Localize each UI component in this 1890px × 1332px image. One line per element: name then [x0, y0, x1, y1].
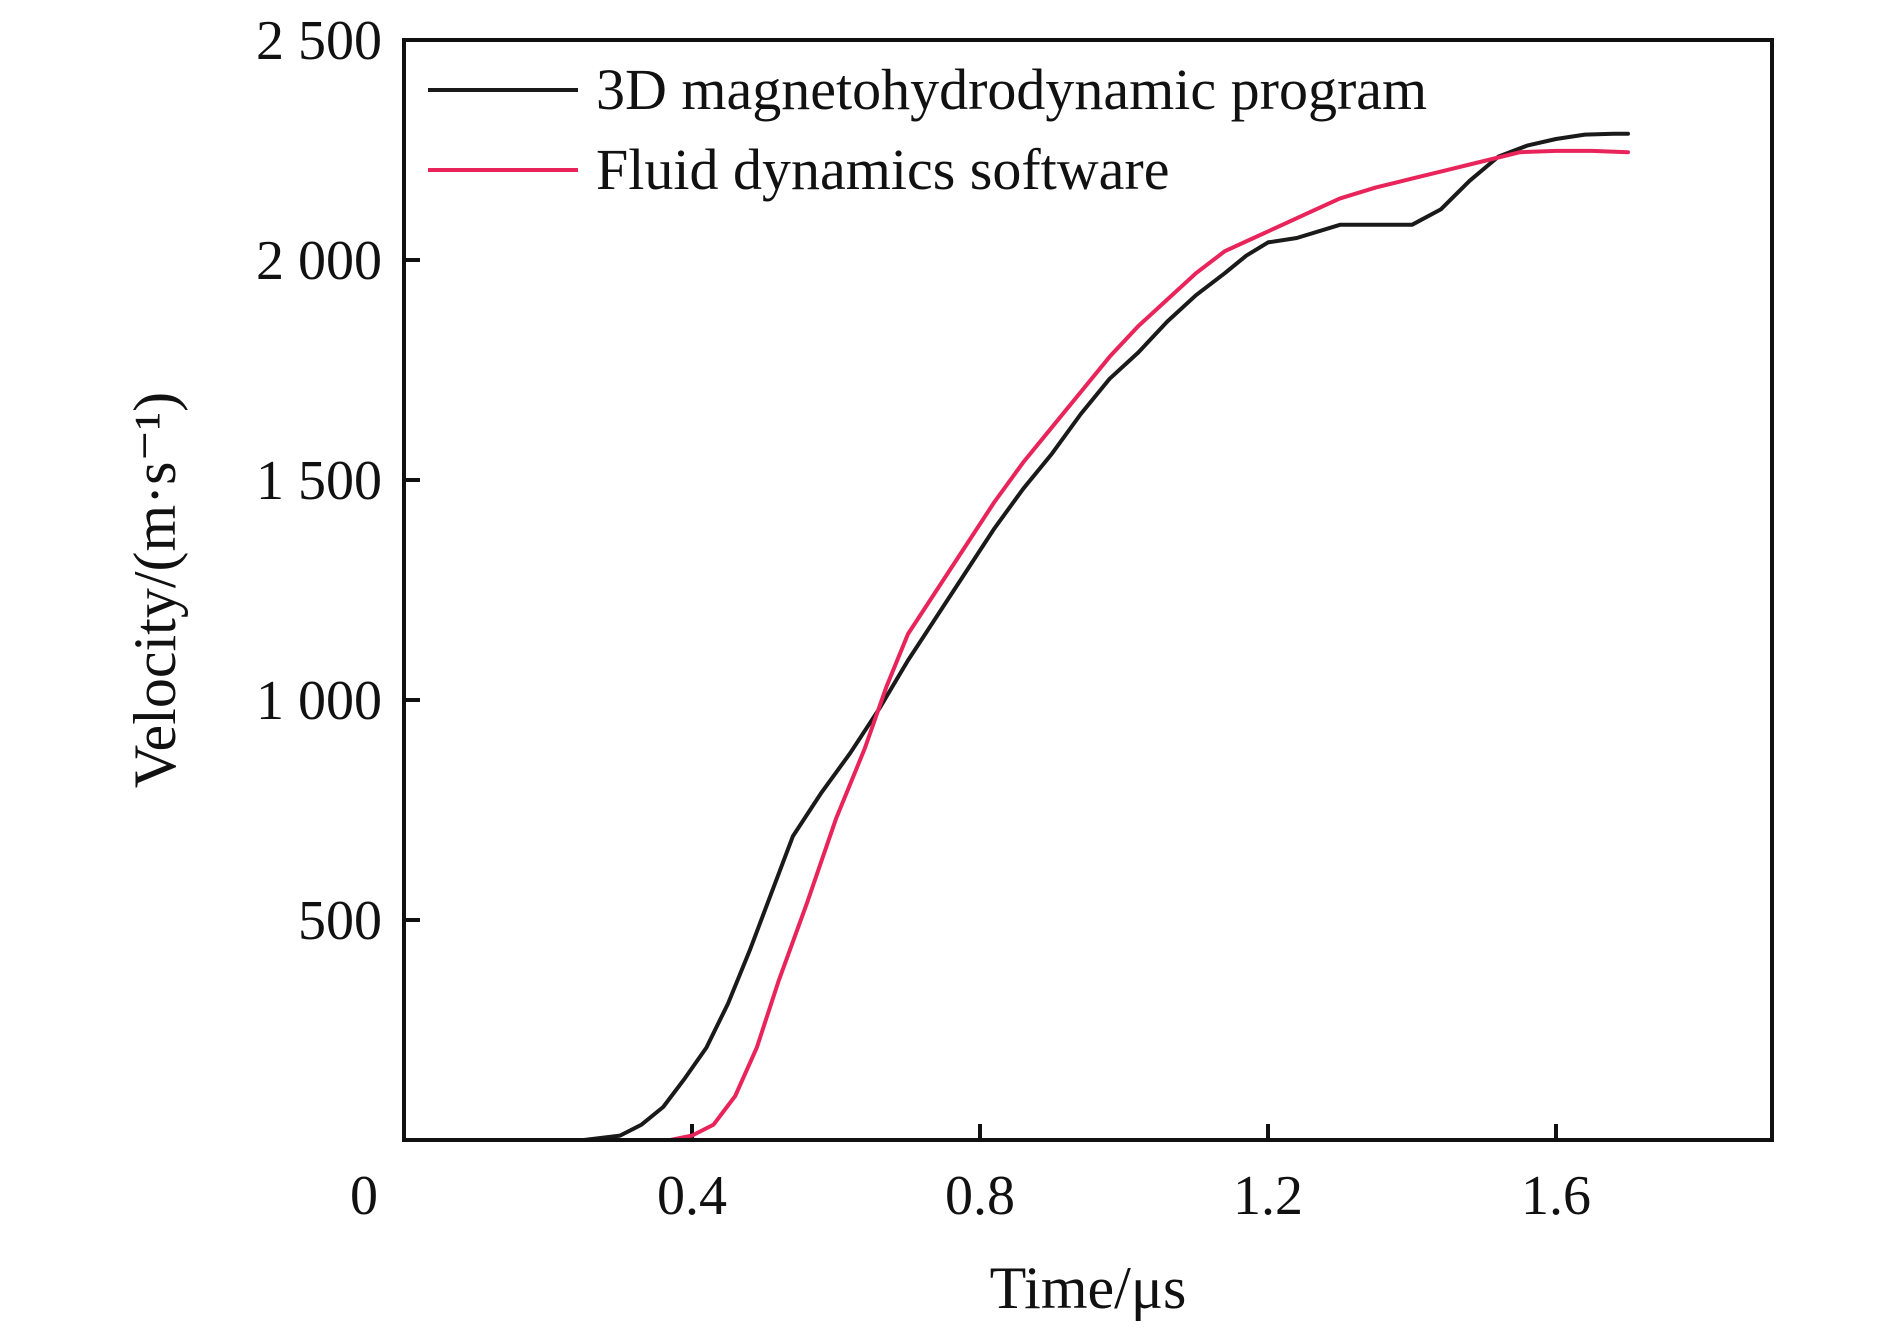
legend: 3D magnetohydrodynamic program Fluid dyna… [428, 57, 1427, 202]
origin-label: 0 [350, 1165, 378, 1227]
x-tick-label: 0.4 [657, 1165, 727, 1227]
y-tick-label: 1 000 [256, 670, 382, 732]
y-tick-label: 2 000 [256, 230, 382, 292]
series-line-1 [502, 131, 1630, 1142]
x-tick-label: 0.8 [945, 1165, 1015, 1227]
y-tick-label: 2 500 [256, 10, 382, 72]
x-tick-label: 1.2 [1233, 1165, 1303, 1227]
x-tick-label: 1.6 [1521, 1165, 1591, 1227]
y-tick-label: 500 [298, 890, 382, 952]
y-axis-title: Velocity/(m·s⁻¹) [122, 392, 188, 788]
x-axis-title: Time/μs [990, 1255, 1187, 1321]
legend-label-1: 3D magnetohydrodynamic program [596, 57, 1427, 122]
series-layer [502, 131, 1630, 1142]
labels-layer: 0.4 0.8 1.2 1.6 0 500 1 000 1 500 2 000 2 500 [256, 10, 1591, 1227]
plot-frame [402, 38, 1774, 1142]
series-line-2 [668, 148, 1630, 1142]
ticks-layer [404, 38, 1558, 1140]
y-tick-label: 1 500 [256, 450, 382, 512]
legend-label-2: Fluid dynamics software [596, 137, 1169, 202]
